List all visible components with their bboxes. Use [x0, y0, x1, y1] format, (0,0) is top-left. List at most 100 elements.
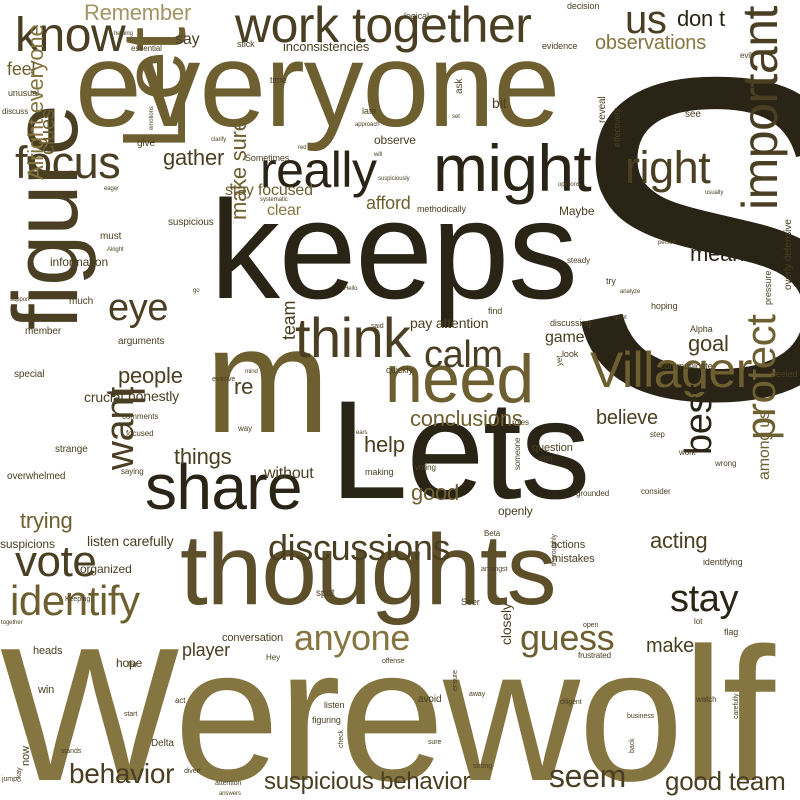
word-keeps: keeps: [210, 171, 578, 328]
word-focused: focused: [126, 429, 154, 438]
word-vote: vote: [15, 537, 97, 586]
word-seer: Seer: [461, 597, 480, 607]
word-delta: Delta: [151, 738, 174, 749]
word-identify: identify: [10, 577, 140, 624]
word-s: S: [560, 0, 800, 496]
word-evidence: evidence: [542, 41, 578, 51]
word-m: m: [205, 296, 330, 464]
word-check: check: [338, 730, 345, 748]
word-late: late: [362, 106, 377, 116]
word-arguments: arguments: [118, 336, 165, 347]
word-said: said: [371, 323, 384, 330]
word-amongst: amongst: [481, 566, 508, 573]
word-systematic: systematic: [260, 197, 288, 203]
word-important: important: [732, 6, 788, 210]
word-try: try: [606, 276, 616, 286]
word-divert: divert: [184, 768, 201, 775]
word-say: say: [175, 31, 200, 48]
word-attention: attention: [215, 780, 242, 787]
word-overly-defensive: overly defensive: [783, 219, 794, 290]
word-villager: Villager: [590, 342, 752, 398]
word-actions: actions: [551, 539, 586, 551]
word-wrong: wrong: [715, 459, 737, 468]
word-now: now: [20, 746, 32, 766]
word-communicate: communicate: [660, 361, 713, 371]
word-step: step: [650, 430, 665, 439]
word-gather: gather: [163, 145, 225, 170]
word-business: business: [627, 713, 655, 720]
word-overwhelmed: overwhelmed: [7, 471, 66, 482]
word-evasive: evasive: [212, 376, 236, 383]
word-lot: lot: [694, 617, 703, 626]
word-werewolf: Werewolf: [0, 609, 775, 800]
word-hope: hope: [116, 656, 143, 670]
word-know: know: [15, 9, 126, 62]
word-clarify: clarify: [211, 137, 227, 143]
word-find: find: [488, 306, 503, 316]
word-helping: helping: [114, 31, 133, 37]
word-special: special: [14, 369, 45, 380]
word-figuring: figuring: [312, 715, 341, 725]
word-eager: eager: [104, 186, 120, 192]
word-feel: feel: [7, 59, 36, 79]
word-crucial: crucial: [84, 389, 124, 405]
word-everyone: everyone: [75, 18, 560, 152]
word-anyone: anyone: [294, 617, 410, 658]
word-comments: comments: [122, 412, 159, 421]
word-sure: sure: [428, 739, 442, 746]
word-diligent: diligent: [560, 699, 582, 706]
word-work-together: work together: [235, 0, 532, 53]
word-really: really: [260, 142, 377, 198]
word-avoid: avoid: [418, 694, 442, 705]
word-start: start: [124, 711, 138, 718]
word-player: player: [182, 640, 230, 660]
word-emotions: emotions: [149, 106, 155, 130]
word-pay-attention: pay attention: [410, 315, 489, 331]
word-someone: someone: [513, 437, 522, 470]
word-hoping: hoping: [651, 301, 678, 311]
word-together: together: [1, 620, 23, 626]
word-goal: goal: [688, 331, 729, 356]
word-information: information: [50, 255, 109, 269]
word-grounded: grounded: [576, 489, 610, 498]
word-right: right: [625, 142, 711, 193]
word-see: see: [685, 109, 701, 120]
word-usually: usually: [705, 190, 724, 196]
word-quiet: quiet: [614, 315, 627, 321]
word-approach: approach: [355, 122, 380, 128]
word-suspiciously: suspiciously: [378, 176, 410, 182]
word-us: us: [625, 0, 667, 42]
word-sign: sign: [538, 454, 553, 463]
word-go: go: [193, 288, 200, 294]
word-reveal: reveal: [597, 96, 608, 123]
word-win: win: [38, 684, 55, 696]
word-mean: mean: [690, 241, 745, 266]
word-believe: believe: [596, 407, 658, 429]
word-observe: observe: [374, 133, 416, 147]
word-best: best: [678, 384, 720, 455]
word-conclusions: conclusions: [410, 406, 523, 431]
word-listen: listen: [324, 700, 345, 710]
word-without: without: [264, 465, 314, 482]
word-analyze: analyze: [620, 289, 641, 295]
word-give: give: [137, 138, 155, 149]
word-stay: stay: [670, 578, 739, 620]
word-steady: steady: [567, 256, 591, 265]
word-game: game: [545, 329, 585, 346]
word-make-sure: make sure: [226, 119, 251, 220]
word-decision: decision: [567, 1, 600, 11]
word-calm: calm: [424, 334, 503, 376]
word-help: help: [364, 432, 405, 457]
word-must: must: [100, 231, 122, 242]
word-mistakes: mistakes: [552, 553, 595, 565]
word-among-us: among us: [756, 411, 773, 480]
word-unusual: unusual: [8, 88, 39, 98]
word-ask: ask: [454, 78, 465, 94]
word-away: away: [469, 691, 486, 698]
word-keeping: Keeping: [65, 596, 91, 603]
word-maybe: Maybe: [559, 204, 595, 218]
word-hello: Hello: [344, 286, 358, 292]
word-way: way: [238, 424, 252, 433]
word-behavior: behavior: [69, 758, 175, 789]
